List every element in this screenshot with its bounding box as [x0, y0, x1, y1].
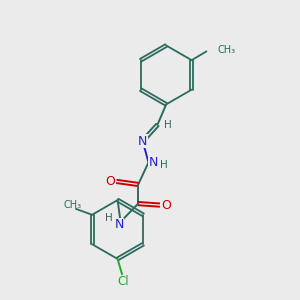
- Text: CH₃: CH₃: [64, 200, 82, 210]
- Text: H: H: [106, 213, 113, 223]
- Text: Cl: Cl: [118, 275, 129, 288]
- Text: O: O: [106, 175, 116, 188]
- Text: N: N: [114, 218, 124, 231]
- Text: H: H: [160, 160, 168, 170]
- Text: N: N: [148, 156, 158, 169]
- Text: H: H: [164, 120, 172, 130]
- Text: N: N: [138, 135, 147, 148]
- Text: O: O: [161, 199, 171, 212]
- Text: CH₃: CH₃: [218, 45, 236, 55]
